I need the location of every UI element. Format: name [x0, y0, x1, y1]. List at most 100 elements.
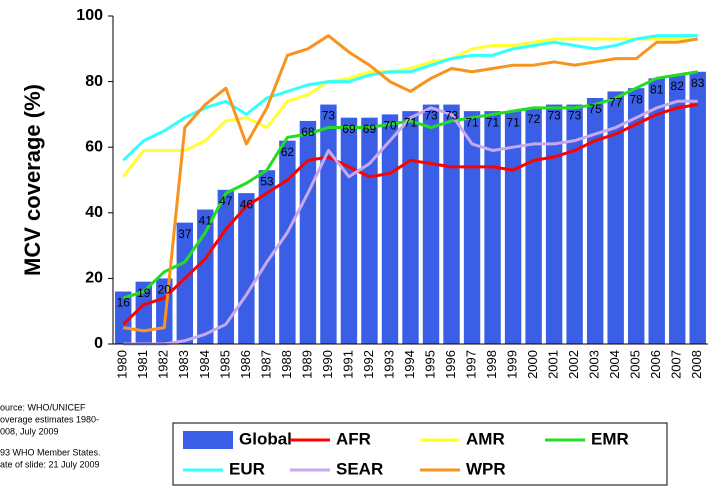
bar: [689, 71, 706, 344]
data-label: 69: [342, 122, 356, 136]
legend-label: AFR: [336, 429, 371, 448]
x-tick-label: 1997: [463, 350, 478, 379]
x-tick-label: 2005: [628, 350, 643, 379]
x-tick-label: 2002: [566, 350, 581, 379]
x-tick-label: 1980: [115, 350, 130, 379]
data-label: 71: [486, 115, 500, 129]
y-tick-label: 0: [94, 335, 103, 352]
bar: [197, 209, 214, 344]
x-tick-label: 2001: [546, 350, 561, 379]
bar: [627, 88, 645, 344]
data-label: 19: [137, 286, 151, 300]
data-label: 73: [424, 109, 438, 123]
x-tick-label: 1998: [484, 350, 499, 379]
bar: [545, 104, 563, 344]
line-amr: [122, 34, 698, 178]
x-tick-label: 2008: [689, 350, 704, 379]
legend-label: EMR: [591, 429, 629, 448]
x-tick-label: 2006: [648, 350, 663, 379]
y-tick-label: 20: [85, 270, 103, 287]
bar: [586, 98, 604, 344]
y-tick-label: 40: [85, 204, 103, 221]
bar: [135, 281, 152, 344]
line-wpr: [123, 34, 698, 333]
line-eur: [122, 34, 698, 162]
bar: [607, 91, 624, 344]
source-note: 008, July 2009: [0, 426, 59, 436]
x-tick-label: 1983: [176, 350, 191, 379]
x-tick-label: 1981: [135, 350, 150, 379]
legend-label: EUR: [229, 459, 265, 478]
line-afr: [122, 103, 698, 326]
data-label: 73: [568, 109, 582, 123]
data-label: 77: [609, 96, 623, 110]
x-tick-label: 2004: [607, 350, 622, 379]
bar: [258, 170, 276, 344]
data-label: 72: [527, 112, 541, 126]
x-tick-label: 2003: [587, 350, 602, 379]
y-tick-label: 60: [85, 138, 103, 155]
legend-label: SEAR: [336, 459, 383, 478]
data-label: 82: [671, 79, 685, 93]
bar: [217, 189, 235, 344]
data-label: 73: [445, 109, 459, 123]
x-tick-label: 1992: [361, 350, 376, 379]
data-label: 20: [158, 283, 172, 297]
data-label: 16: [117, 296, 131, 310]
bar: [566, 104, 583, 344]
data-label: 73: [547, 109, 561, 123]
bar: [115, 291, 132, 344]
y-tick-label: 80: [85, 73, 103, 90]
x-tick-label: 1996: [443, 350, 458, 379]
data-label: 73: [322, 109, 336, 123]
data-label: 62: [281, 145, 295, 159]
line-emr: [122, 70, 698, 300]
y-tick-label: 100: [76, 7, 103, 24]
line-sear: [123, 99, 698, 346]
x-tick-label: 1991: [340, 350, 355, 379]
x-tick-label: 1995: [422, 350, 437, 379]
bar: [669, 75, 686, 344]
bar: [484, 111, 501, 345]
bar: [443, 104, 460, 344]
data-label: 46: [240, 197, 254, 211]
x-tick-label: 2000: [525, 350, 540, 379]
source-note: ate of slide: 21 July 2009: [0, 459, 100, 469]
x-tick-label: 1993: [381, 350, 396, 379]
data-label: 71: [506, 115, 520, 129]
legend-label: WPR: [466, 459, 506, 478]
legend-swatch: [183, 431, 233, 449]
bar: [422, 104, 440, 344]
data-label: 53: [260, 174, 274, 188]
data-label: 83: [691, 76, 705, 90]
bar: [320, 104, 337, 344]
x-tick-label: 1985: [217, 350, 232, 379]
data-label: 71: [404, 115, 418, 129]
bar: [463, 111, 481, 345]
x-tick-label: 1999: [505, 350, 520, 379]
source-note: ource: WHO/UNICEF: [0, 402, 86, 412]
bar: [525, 107, 542, 344]
bar: [402, 111, 419, 345]
bar: [279, 140, 296, 344]
data-label: 47: [219, 194, 233, 208]
legend-box: [172, 422, 668, 486]
legend-label: Global: [239, 429, 292, 448]
bar: [340, 117, 358, 345]
x-tick-label: 1990: [320, 350, 335, 379]
legend-label: AMR: [466, 429, 505, 448]
data-label: 71: [465, 115, 479, 129]
bar: [299, 120, 317, 345]
bar: [648, 78, 665, 344]
data-label: 81: [650, 82, 664, 96]
bar: [238, 193, 255, 344]
source-note: overage estimates 1980-: [0, 414, 99, 424]
x-tick-label: 1982: [156, 350, 171, 379]
data-label: 41: [199, 214, 213, 228]
bar: [361, 117, 378, 345]
bar: [176, 222, 194, 344]
x-tick-label: 1986: [238, 350, 253, 379]
data-label: 68: [301, 125, 315, 139]
x-tick-label: 2007: [669, 350, 684, 379]
